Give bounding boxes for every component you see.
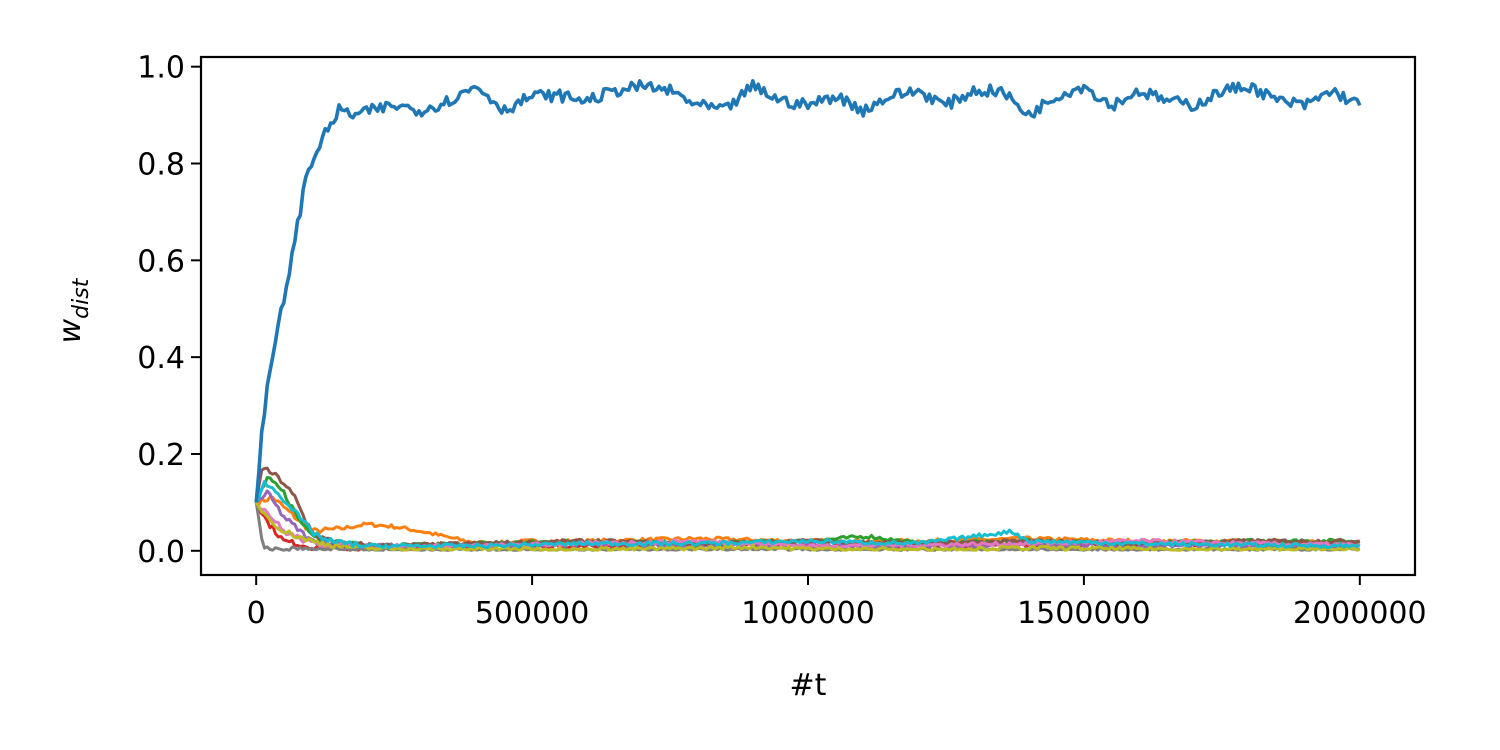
x-tick-label: 1500000	[1017, 596, 1151, 631]
axes-frame	[199, 55, 1417, 577]
y-tick-label: 0.0	[137, 535, 185, 570]
plot-area	[254, 79, 1362, 552]
y-tick-label: 0.6	[137, 244, 185, 279]
series-line-2	[255, 495, 1361, 547]
x-axis: 0 500000 1000000 1500000 2000000	[247, 575, 1427, 631]
y-tick-label: 1.0	[137, 51, 185, 86]
y-axis-label-base: w	[53, 318, 88, 343]
y-tick-label: 0.8	[137, 148, 185, 183]
x-axis-label: #t	[790, 668, 827, 703]
y-axis-label-subscript: dist	[69, 277, 94, 319]
series-line-1	[254, 79, 1362, 503]
series-line-9	[254, 501, 1361, 552]
y-tick-label: 0.2	[137, 438, 185, 473]
series-line-6	[254, 466, 1360, 549]
y-axis-label: wdist	[53, 277, 94, 343]
series-line-10	[254, 479, 1360, 550]
y-tick-label: 0.4	[137, 341, 185, 376]
series-line-3	[254, 476, 1361, 550]
x-tick-label: 500000	[475, 596, 590, 631]
x-tick-label: 0	[247, 596, 266, 631]
x-tick-label: 1000000	[741, 596, 875, 631]
x-tick-label: 2000000	[1293, 596, 1427, 631]
y-axis: 0.0 0.2 0.4 0.6 0.8 1.0	[137, 51, 201, 570]
